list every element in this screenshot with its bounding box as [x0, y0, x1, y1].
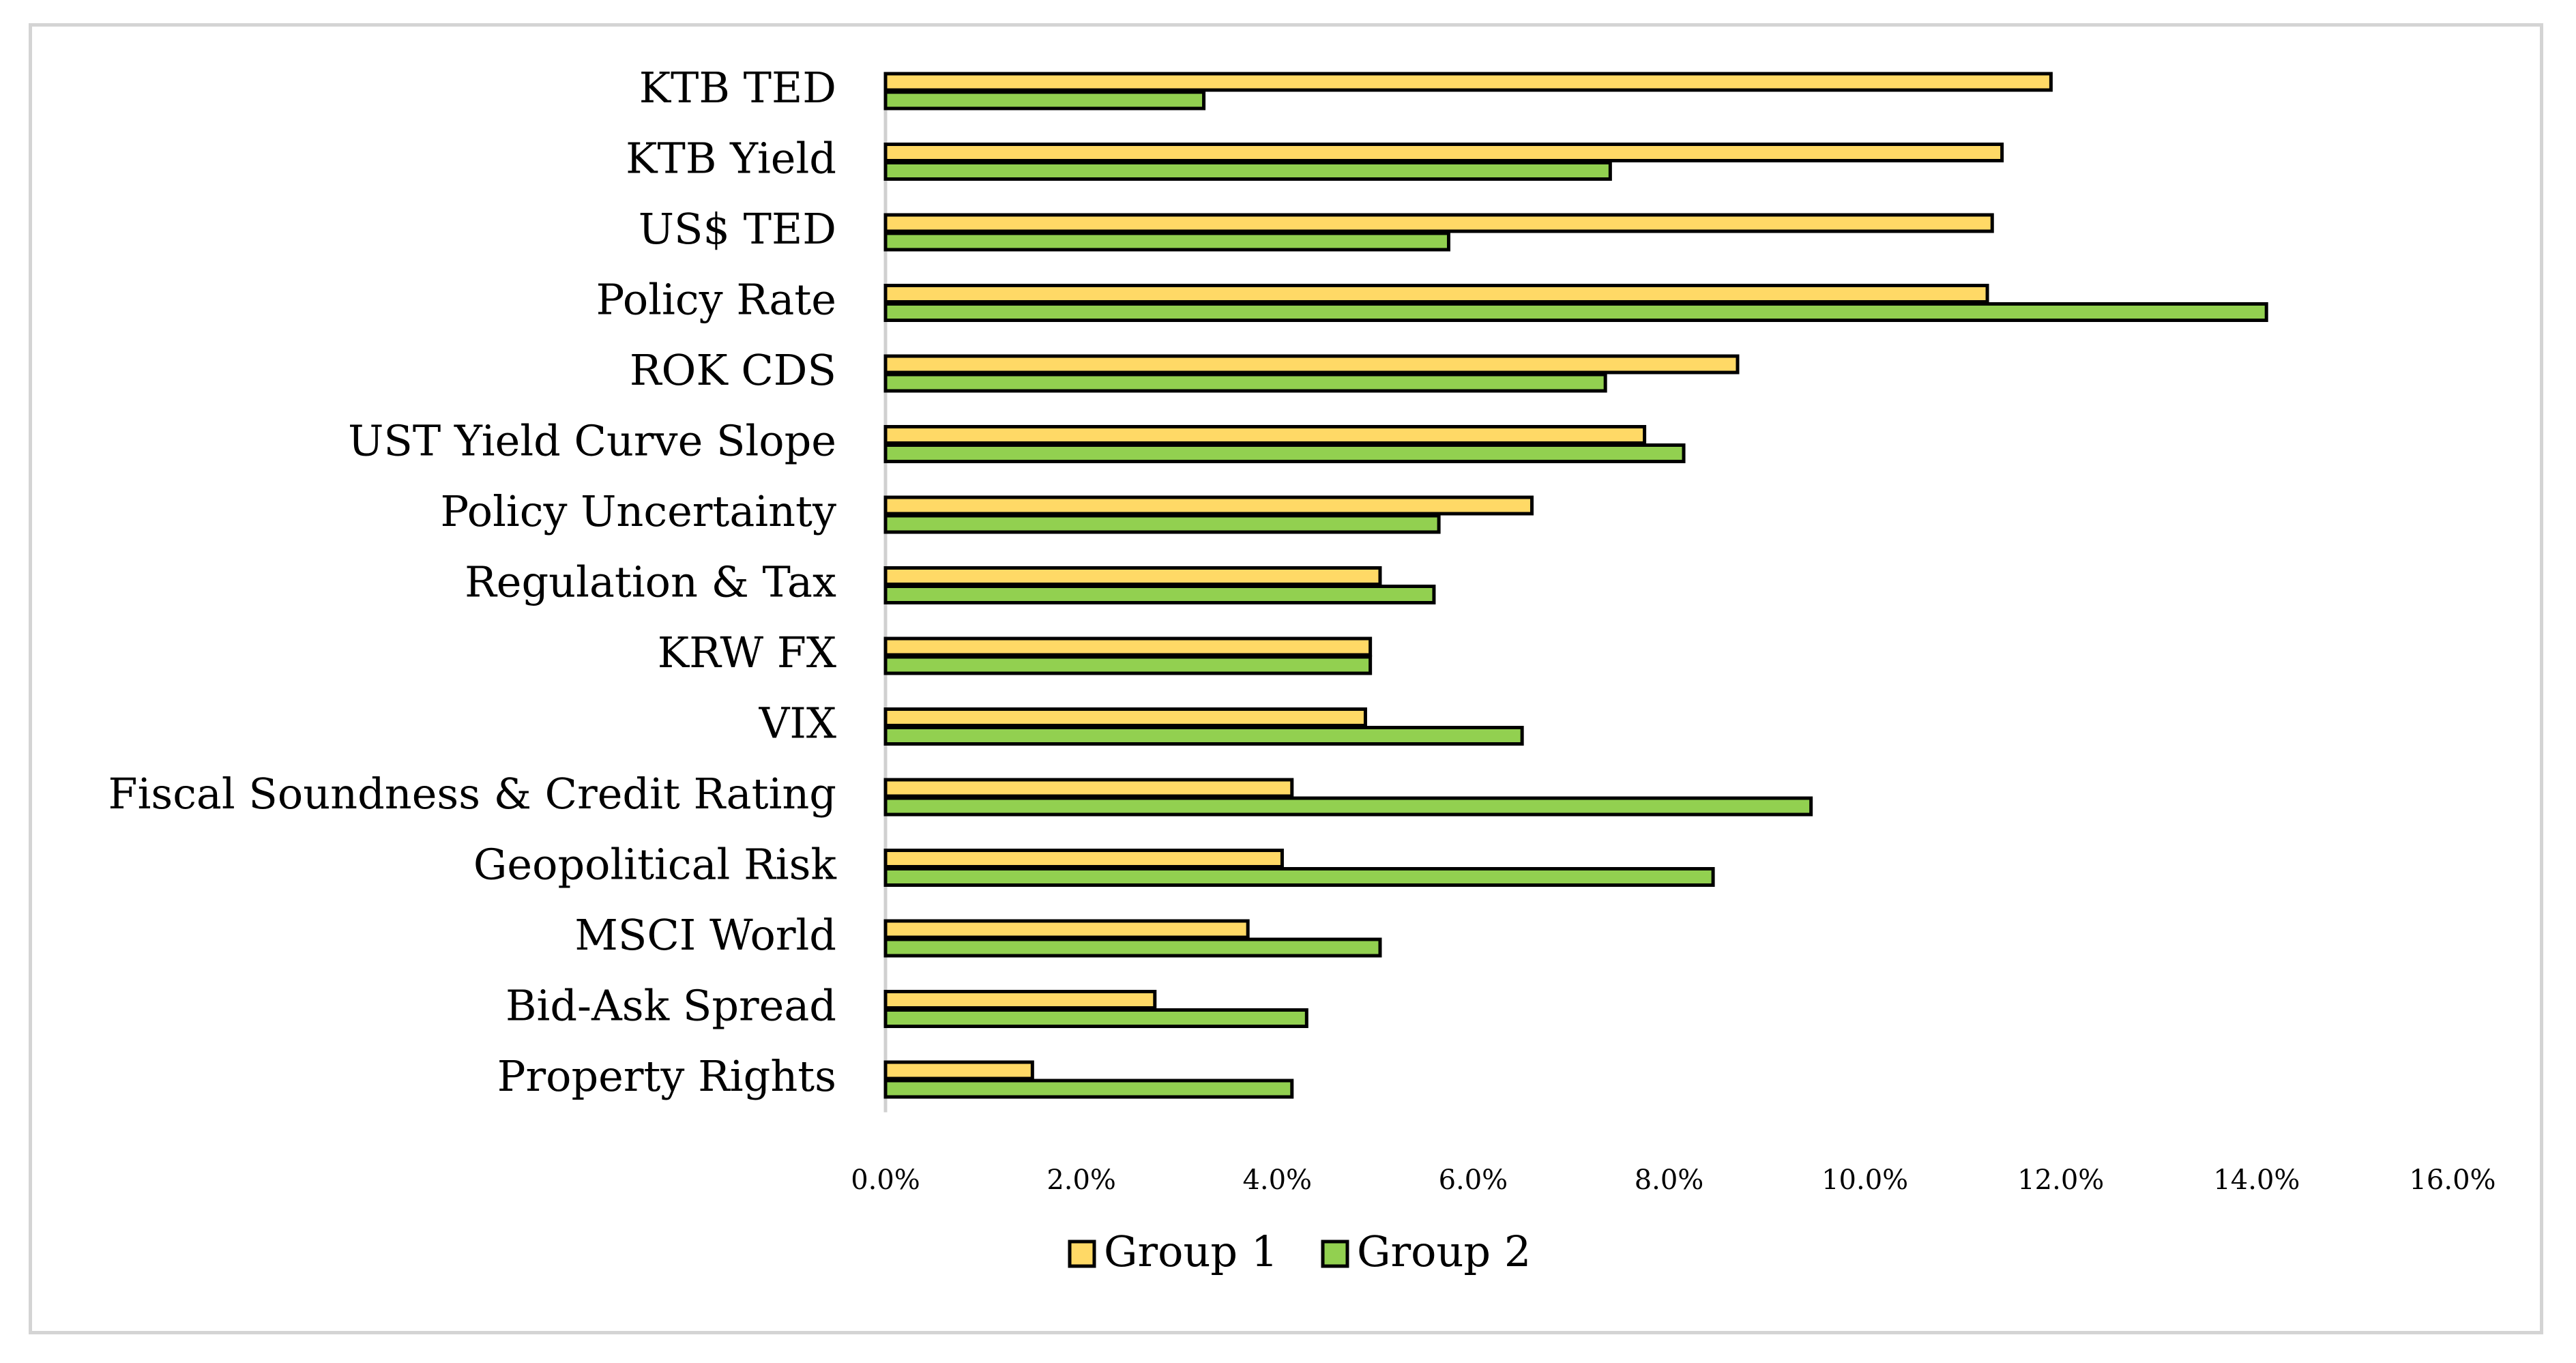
category-label-vix: VIX — [759, 699, 836, 748]
category-label-krw-fx: KRW FX — [658, 628, 836, 677]
bar-group-2-ktb-ted — [883, 90, 1206, 111]
x-tick-label: 6.0% — [1439, 1164, 1508, 1196]
x-tick-label: 10.0% — [1821, 1164, 1908, 1196]
category-label-fiscal-soundness-and-credit-rating: Fiscal Soundness & Credit Rating — [108, 769, 836, 819]
bar-group-1-vix — [883, 707, 1367, 727]
bar-group-2-krw-fx — [883, 655, 1373, 675]
x-tick-label: 8.0% — [1635, 1164, 1704, 1196]
bar-group-1-msci-world — [883, 919, 1250, 939]
category-label-ktb-ted: KTB TED — [639, 63, 836, 113]
category-label-policy-rate: Policy Rate — [596, 275, 836, 325]
bar-group-2-regulation-and-tax — [883, 585, 1436, 604]
legend-label-group-1: Group 1 — [1104, 1227, 1278, 1276]
legend-swatch-group-2 — [1321, 1240, 1349, 1268]
bar-group-2-property-rights — [883, 1079, 1294, 1099]
legend-swatch-group-1 — [1068, 1240, 1096, 1268]
bar-group-2-rok-cds — [883, 372, 1607, 393]
bar-group-1-regulation-and-tax — [883, 566, 1382, 586]
bar-group-1-ktb-yield — [883, 143, 2004, 162]
category-label-bid-ask-spread: Bid-Ask Spread — [506, 981, 836, 1031]
x-tick-label: 4.0% — [1242, 1164, 1312, 1196]
bar-group-1-property-rights — [883, 1060, 1034, 1081]
category-label-property-rights: Property Rights — [497, 1051, 836, 1101]
x-tick-label: 12.0% — [2017, 1164, 2104, 1196]
bar-group-2-ust-yield-curve-slope — [883, 443, 1686, 463]
legend-label-group-2: Group 2 — [1357, 1227, 1531, 1276]
x-tick-label: 0.0% — [851, 1164, 920, 1196]
bar-group-1-policy-rate — [883, 284, 1989, 304]
bar-group-1-rok-cds — [883, 354, 1740, 375]
category-label-msci-world: MSCI World — [574, 910, 836, 960]
category-label-rok-cds: ROK CDS — [630, 345, 836, 395]
bar-group-2-msci-world — [883, 937, 1382, 958]
bar-group-1-geopolitical-risk — [883, 849, 1284, 868]
x-tick-label: 14.0% — [2213, 1164, 2300, 1196]
bar-group-1-fiscal-soundness-and-credit-rating — [883, 778, 1294, 798]
bar-group-1-bid-ask-spread — [883, 990, 1157, 1010]
category-label-regulation-and-tax: Regulation & Tax — [465, 557, 836, 607]
category-label-geopolitical-risk: Geopolitical Risk — [473, 840, 837, 890]
x-tick-label: 16.0% — [2409, 1164, 2496, 1196]
bar-group-1-policy-uncertainty — [883, 495, 1534, 516]
category-label-ust-yield-curve-slope: UST Yield Curve Slope — [348, 416, 836, 466]
category-label-usd-ted: US$ TED — [639, 204, 836, 254]
bar-group-2-vix — [883, 726, 1524, 746]
bar-group-2-geopolitical-risk — [883, 867, 1715, 887]
bar-group-2-policy-rate — [883, 302, 2268, 322]
bar-group-1-ust-yield-curve-slope — [883, 425, 1647, 445]
x-tick-label: 2.0% — [1046, 1164, 1116, 1196]
category-label-ktb-yield: KTB Yield — [626, 134, 836, 184]
bar-group-2-policy-uncertainty — [883, 514, 1441, 534]
bar-group-2-fiscal-soundness-and-credit-rating — [883, 796, 1813, 817]
bar-group-1-ktb-ted — [883, 72, 2053, 92]
bar-group-2-bid-ask-spread — [883, 1008, 1308, 1028]
bar-group-2-ktb-yield — [883, 161, 1612, 181]
bar-group-1-krw-fx — [883, 636, 1373, 657]
category-label-policy-uncertainty: Policy Uncertainty — [441, 486, 836, 536]
bar-group-2-usd-ted — [883, 231, 1450, 252]
bar-group-1-usd-ted — [883, 213, 1994, 233]
